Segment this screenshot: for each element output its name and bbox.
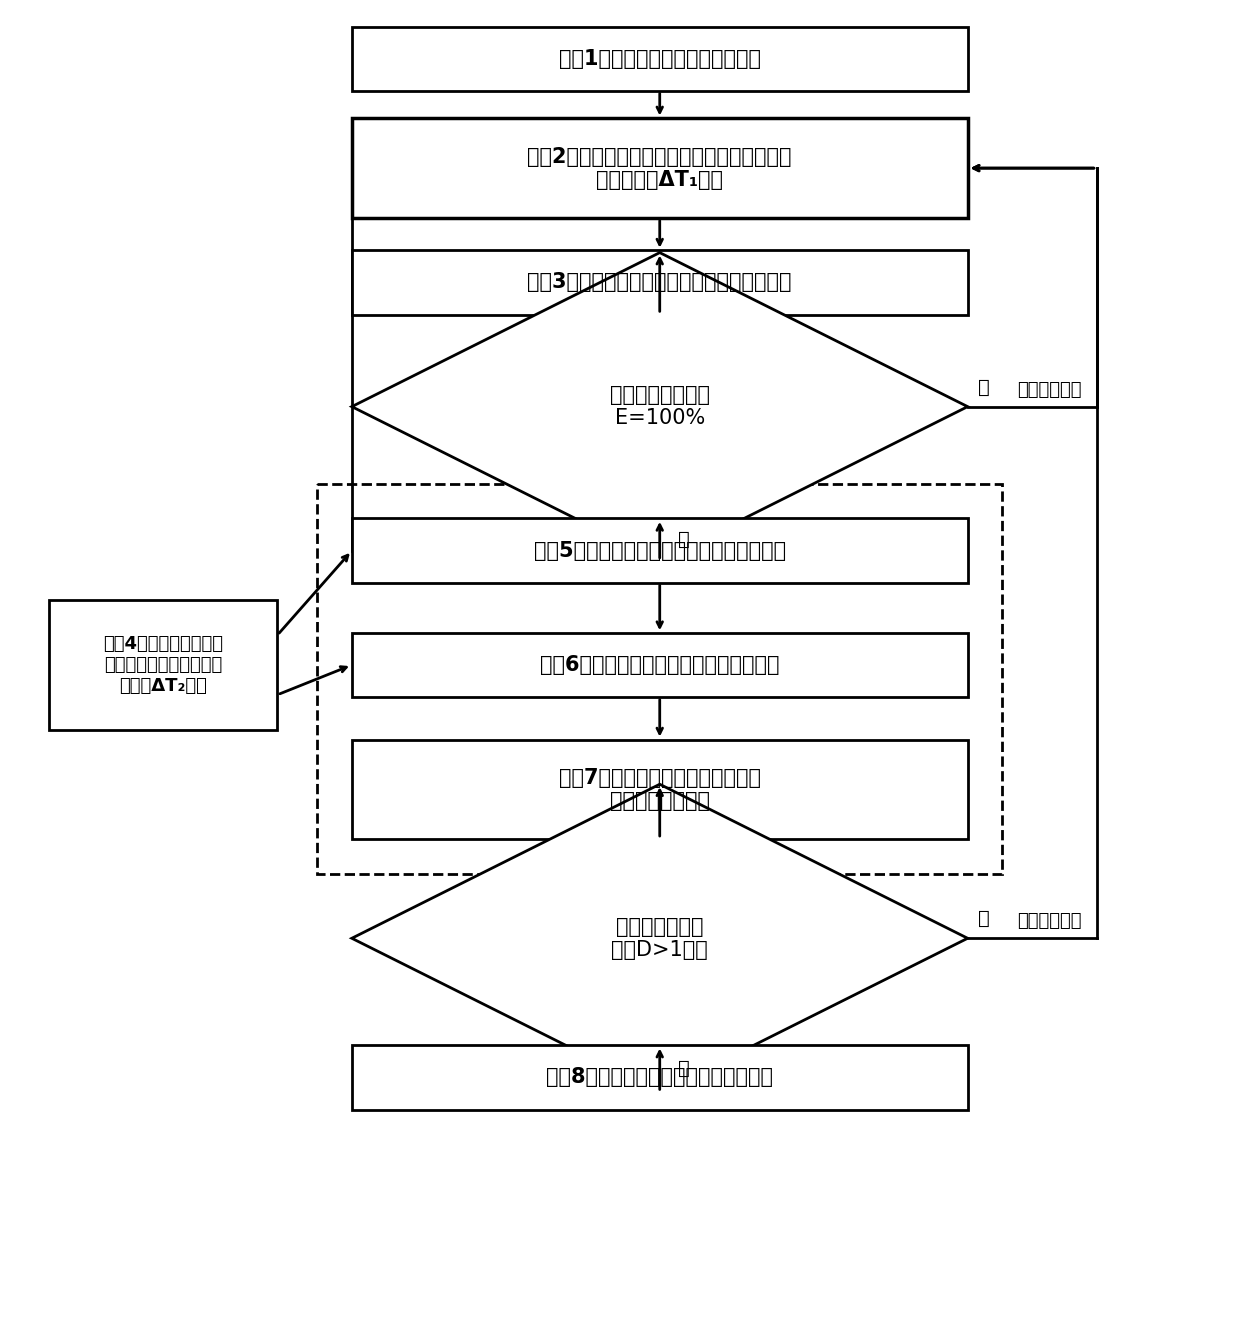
Text: 放宽试验条件: 放宽试验条件 [1017, 912, 1081, 930]
Text: 加严试验条件: 加严试验条件 [1017, 380, 1081, 399]
Bar [352, 739, 967, 839]
Bar [352, 118, 967, 218]
Text: 步骤2：热循环试验条件下航天器电子组件各元
器件温度差ΔT₁计算: 步骤2：热循环试验条件下航天器电子组件各元 器件温度差ΔT₁计算 [527, 146, 792, 190]
Text: 步骤1：热循环试验备选方案的确定: 步骤1：热循环试验备选方案的确定 [559, 49, 760, 69]
Bar [317, 484, 1002, 873]
Text: 热循环试验有效性
E=100%: 热循环试验有效性 E=100% [610, 385, 709, 428]
Bar [352, 1045, 967, 1110]
Text: 步骤5：航天器电子组件热循环试验损伤分析: 步骤5：航天器电子组件热循环试验损伤分析 [533, 541, 786, 561]
Text: 步骤4：正常工作条件下
航天器电子组件各元器件
温度差ΔT₂计算: 步骤4：正常工作条件下 航天器电子组件各元器件 温度差ΔT₂计算 [103, 635, 223, 695]
Text: 步骤6：航天器电子组件正常工作损伤分析: 步骤6：航天器电子组件正常工作损伤分析 [539, 655, 780, 675]
Text: 否: 否 [977, 377, 990, 396]
Text: 步骤8：确定合理有效的热循环试验方案: 步骤8：确定合理有效的热循环试验方案 [547, 1067, 774, 1087]
Bar [352, 518, 967, 583]
Text: 否: 否 [677, 1059, 689, 1078]
Text: 是: 是 [677, 530, 689, 549]
Bar [48, 601, 278, 730]
Text: 步骤7：航天器电子组件热循环试验
损伤可接受性分析: 步骤7：航天器电子组件热循环试验 损伤可接受性分析 [559, 768, 760, 811]
Text: 步骤3：航天器电子组件热循环试验有效性分析: 步骤3：航天器电子组件热循环试验有效性分析 [527, 272, 792, 292]
Bar [352, 27, 967, 92]
Polygon shape [352, 253, 967, 561]
Text: 电子组件中是否
存在D>1器件: 电子组件中是否 存在D>1器件 [611, 917, 708, 960]
Bar [352, 250, 967, 315]
Bar [352, 633, 967, 698]
Text: 是: 是 [977, 909, 990, 929]
Polygon shape [352, 784, 967, 1092]
